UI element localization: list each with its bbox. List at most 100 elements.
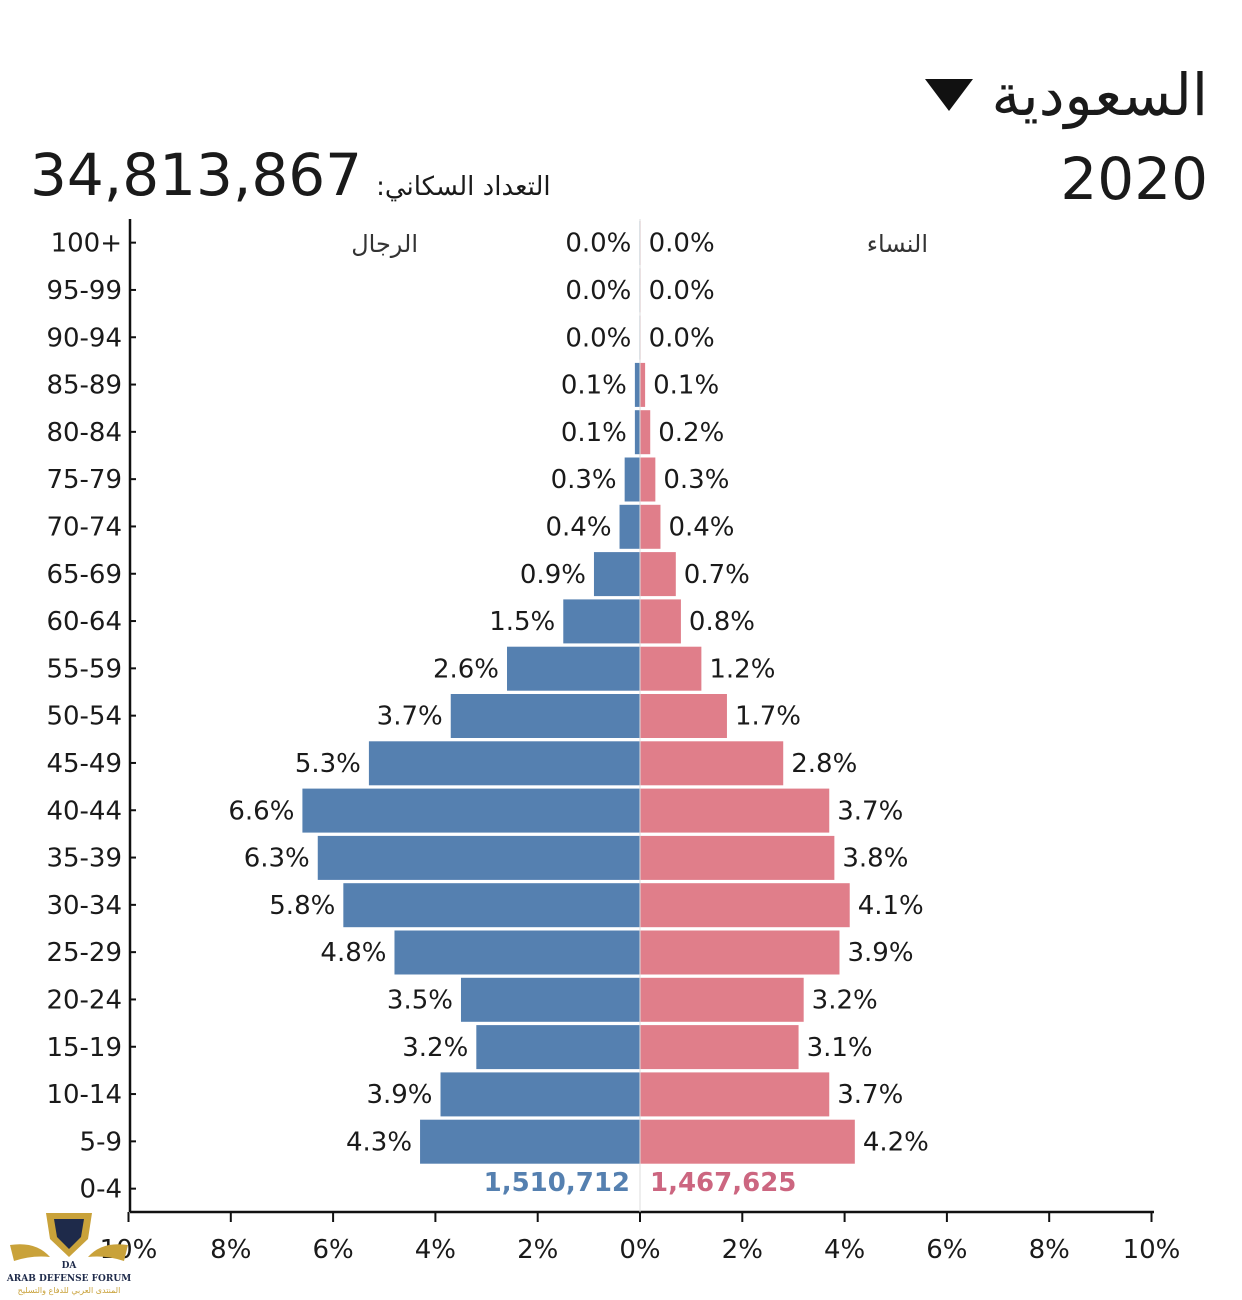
population-summary: 34,813,867 التعداد السكاني:: [30, 140, 551, 210]
male-value-label: 3.7%: [377, 702, 443, 732]
male-bar: [593, 552, 640, 597]
female-bar: [640, 362, 646, 407]
male-value-label: 0.9%: [520, 560, 586, 590]
age-label: 70-74: [46, 512, 122, 542]
female-value-label: 3.7%: [837, 1080, 903, 1110]
age-label: 10-14: [46, 1080, 122, 1110]
male-bar: [394, 930, 640, 975]
age-label: 5-9: [80, 1127, 122, 1157]
female-bar: [640, 410, 651, 455]
female-value-label: 4.2%: [863, 1127, 929, 1157]
female-value-label: 4.1%: [858, 891, 924, 921]
male-count-0-4: 1,510,712: [484, 1168, 630, 1198]
male-value-label: 1.5%: [489, 607, 555, 637]
shield-inner-icon: [54, 1219, 84, 1249]
male-bar: [624, 457, 640, 502]
x-tick-label: 8%: [210, 1235, 251, 1265]
male-value-label: 6.6%: [228, 796, 294, 826]
female-bar: [640, 552, 676, 597]
country-name: السعودية: [991, 61, 1208, 129]
x-tick-label: 6%: [926, 1235, 967, 1265]
female-value-label: 3.9%: [847, 938, 913, 968]
female-bar: [640, 1072, 830, 1117]
female-bar: [640, 788, 830, 833]
male-bar: [440, 1072, 640, 1117]
male-bar: [476, 1025, 640, 1070]
male-value-label: 4.3%: [346, 1127, 412, 1157]
male-value-label: 0.0%: [565, 229, 631, 259]
female-bar: [640, 741, 784, 786]
age-label: 35-39: [46, 844, 122, 874]
male-value-label: 4.8%: [320, 938, 386, 968]
x-tick-label: 10%: [1123, 1235, 1181, 1265]
male-bar: [507, 646, 640, 691]
male-bar: [563, 599, 640, 644]
male-legend-label: الرجال: [351, 230, 418, 258]
female-value-label: 3.7%: [837, 796, 903, 826]
male-bar: [450, 694, 640, 738]
watermark-logo-letters: DA: [62, 1261, 78, 1271]
male-value-label: 0.0%: [565, 276, 631, 306]
female-bar: [640, 457, 656, 502]
male-value-label: 3.9%: [366, 1080, 432, 1110]
female-bar: [640, 646, 702, 691]
female-value-label: 0.0%: [649, 229, 715, 259]
age-label: 15-19: [46, 1033, 122, 1063]
x-tick-label: 2%: [722, 1235, 763, 1265]
female-value-label: 2.8%: [791, 749, 857, 779]
age-label: 50-54: [46, 702, 122, 732]
age-label: 30-34: [46, 891, 122, 921]
female-value-label: 0.2%: [658, 418, 724, 448]
female-value-label: 0.8%: [689, 607, 755, 637]
male-bar: [634, 362, 640, 407]
male-value-label: 3.5%: [387, 985, 453, 1015]
age-label: 20-24: [46, 985, 122, 1015]
female-value-label: 0.1%: [653, 371, 719, 401]
age-label: 90-94: [46, 323, 122, 353]
female-value-label: 0.0%: [649, 276, 715, 306]
age-label: 85-89: [46, 371, 122, 401]
male-bar: [343, 883, 640, 928]
population-value: 34,813,867: [30, 141, 363, 209]
male-value-label: 0.1%: [561, 371, 627, 401]
male-bar: [619, 504, 640, 549]
female-value-label: 3.1%: [807, 1033, 873, 1063]
female-value-label: 0.7%: [684, 560, 750, 590]
female-value-label: 3.8%: [842, 844, 908, 874]
x-tick-label: 4%: [415, 1235, 456, 1265]
male-bar: [302, 788, 640, 833]
male-value-label: 0.3%: [551, 465, 617, 495]
female-value-label: 0.3%: [663, 465, 729, 495]
male-value-label: 5.8%: [269, 891, 335, 921]
male-bar: [634, 410, 640, 455]
female-bar: [640, 883, 850, 928]
dropdown-triangle-icon[interactable]: [925, 79, 974, 111]
age-label: 45-49: [46, 749, 122, 779]
x-tick-label: 2%: [517, 1235, 558, 1265]
population-label: التعداد السكاني:: [376, 172, 551, 202]
age-label: 80-84: [46, 418, 122, 448]
age-label: 0-4: [80, 1175, 122, 1205]
male-bar: [460, 977, 640, 1022]
female-bar: [640, 1119, 855, 1164]
female-bar: [640, 599, 681, 644]
watermark-title: ARAB DEFENSE FORUM: [6, 1274, 131, 1284]
female-value-label: 1.2%: [709, 654, 775, 684]
female-value-label: 1.7%: [735, 702, 801, 732]
female-bar: [640, 1025, 799, 1070]
age-label: 55-59: [46, 654, 122, 684]
female-value-label: 3.2%: [812, 985, 878, 1015]
x-tick-label: 8%: [1029, 1235, 1070, 1265]
male-value-label: 0.4%: [545, 512, 611, 542]
male-value-label: 6.3%: [244, 844, 310, 874]
female-bar: [640, 835, 835, 880]
female-value-label: 0.4%: [668, 512, 734, 542]
age-label: 100+: [51, 229, 122, 259]
female-bar: [640, 504, 661, 549]
female-bar: [640, 977, 804, 1022]
x-tick-label: 4%: [824, 1235, 865, 1265]
x-tick-label: 0%: [619, 1235, 660, 1265]
country-selector[interactable]: السعودية: [925, 62, 1208, 128]
female-bar: [640, 694, 727, 738]
